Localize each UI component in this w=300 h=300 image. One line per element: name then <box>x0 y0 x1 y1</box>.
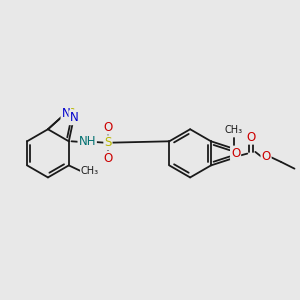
Text: NH: NH <box>79 136 96 148</box>
Text: O: O <box>103 121 112 134</box>
Text: CH₃: CH₃ <box>81 167 99 176</box>
Text: CH₃: CH₃ <box>225 125 243 135</box>
Text: S: S <box>67 107 74 121</box>
Text: N: N <box>69 111 78 124</box>
Text: S: S <box>104 136 112 149</box>
Text: O: O <box>103 152 112 164</box>
Text: N: N <box>61 106 70 120</box>
Text: O: O <box>231 147 240 160</box>
Text: O: O <box>247 131 256 144</box>
Text: O: O <box>261 150 271 164</box>
